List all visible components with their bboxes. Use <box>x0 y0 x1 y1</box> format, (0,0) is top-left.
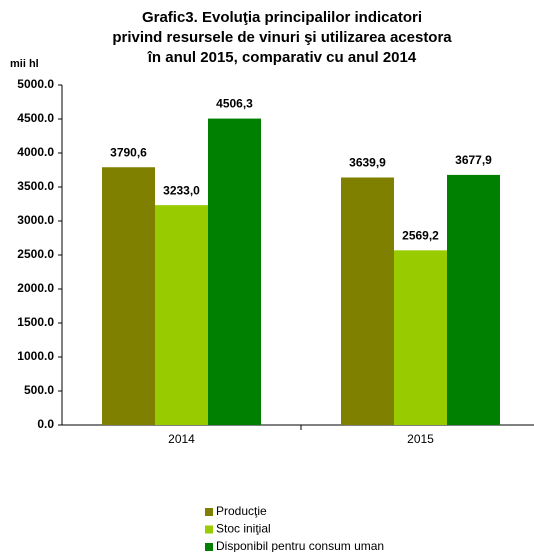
bar <box>208 118 261 426</box>
y-tick-label: 5000.0 <box>17 77 54 91</box>
x-tick-label: 2015 <box>407 432 434 446</box>
chart-title: Grafic3. Evoluţia principalilor indicato… <box>142 9 422 26</box>
y-tick-label: 500.0 <box>24 383 54 397</box>
bar <box>447 174 500 425</box>
bar <box>341 177 394 425</box>
chart-title: privind resursele de vinuri şi utilizare… <box>112 29 452 46</box>
legend-label: Stoc iniţial <box>216 522 271 536</box>
data-label: 3233,0 <box>163 183 200 197</box>
y-tick-label: 1000.0 <box>17 349 54 363</box>
data-label: 3639,9 <box>349 156 386 170</box>
y-tick-label: 0.0 <box>37 417 54 431</box>
y-tick-label: 3500.0 <box>17 179 54 193</box>
legend-label: Producţie <box>216 504 267 518</box>
legend-swatch <box>205 508 213 516</box>
y-tick-label: 3000.0 <box>17 213 54 227</box>
data-label: 4506,3 <box>216 97 253 111</box>
data-label: 2569,2 <box>402 228 439 242</box>
legend-swatch <box>205 543 213 551</box>
legend-label: Disponibil pentru consum uman <box>216 539 384 552</box>
y-tick-label: 1500.0 <box>17 315 54 329</box>
bar <box>155 205 208 425</box>
bar <box>394 250 447 425</box>
data-label: 3677,9 <box>455 153 492 167</box>
legend-swatch <box>205 525 213 534</box>
y-axis-label: mii hl <box>10 58 39 70</box>
data-label: 3790,6 <box>110 145 147 159</box>
y-tick-label: 4500.0 <box>17 111 54 125</box>
bar <box>102 167 155 425</box>
y-tick-label: 2000.0 <box>17 281 54 295</box>
y-tick-label: 4000.0 <box>17 145 54 159</box>
chart-title: în anul 2015, comparativ cu anul 2014 <box>147 49 417 66</box>
x-tick-label: 2014 <box>168 432 195 446</box>
y-tick-label: 2500.0 <box>17 247 54 261</box>
